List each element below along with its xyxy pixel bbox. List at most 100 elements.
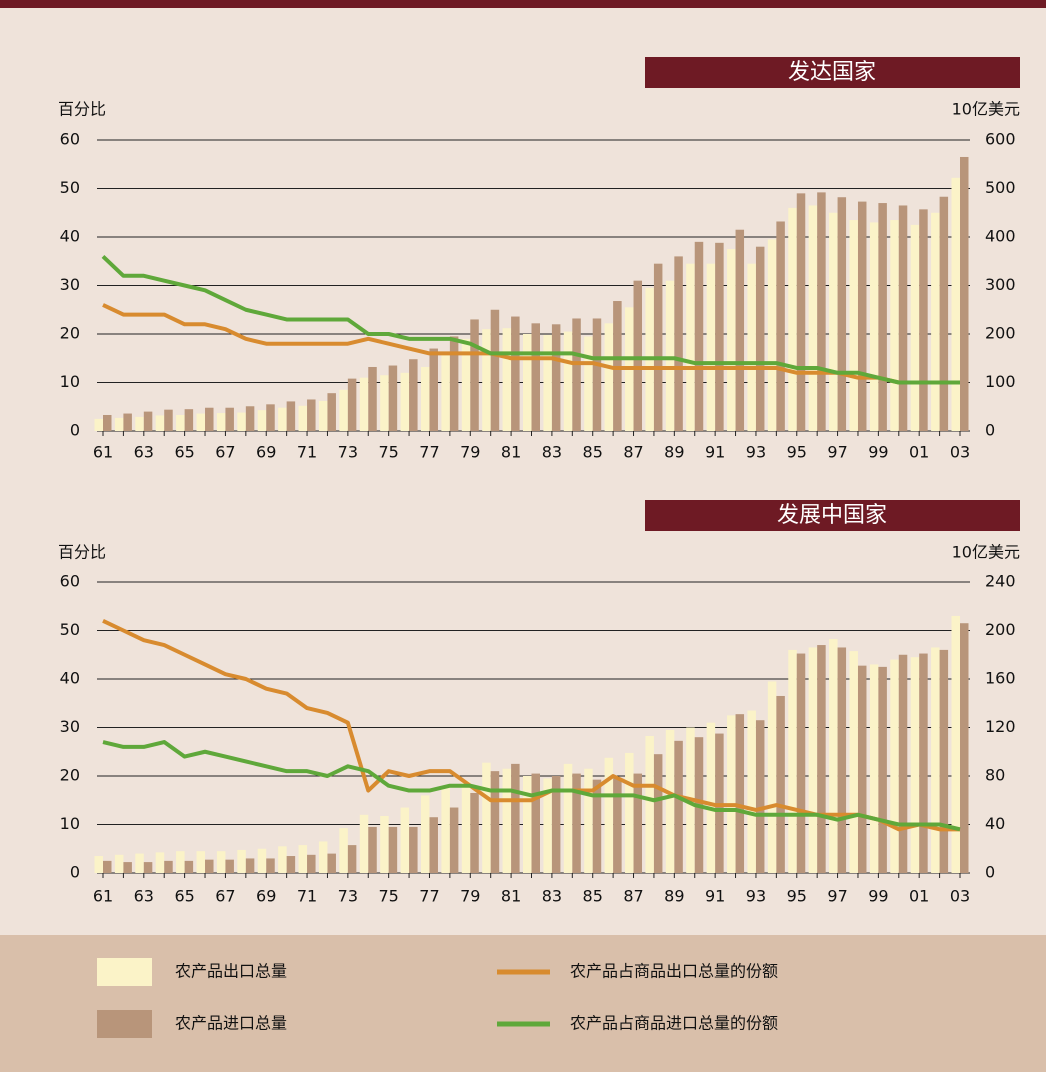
bar bbox=[347, 845, 357, 873]
bar bbox=[523, 776, 532, 873]
bar bbox=[633, 773, 643, 873]
bar bbox=[939, 649, 949, 873]
bar bbox=[919, 209, 928, 431]
legend-swatch bbox=[97, 958, 152, 986]
bar bbox=[531, 323, 540, 431]
bar bbox=[960, 156, 969, 431]
x-tick-label: 63 bbox=[134, 887, 154, 906]
bar bbox=[572, 318, 581, 431]
y-tick-label: 10 bbox=[60, 372, 80, 391]
bar bbox=[857, 201, 867, 431]
bar bbox=[135, 853, 144, 873]
bar bbox=[551, 324, 561, 431]
bar bbox=[502, 768, 512, 873]
bar bbox=[339, 828, 348, 873]
bar bbox=[123, 862, 132, 873]
bar bbox=[368, 366, 377, 431]
bar bbox=[114, 854, 124, 873]
bar bbox=[755, 720, 765, 873]
bar bbox=[796, 653, 806, 873]
x-tick-label: 61 bbox=[93, 887, 113, 906]
bar bbox=[706, 722, 716, 873]
bar bbox=[665, 280, 675, 431]
bar bbox=[184, 860, 194, 873]
bar bbox=[409, 359, 418, 431]
x-tick-label: 85 bbox=[583, 443, 603, 462]
y2-tick-label: 0 bbox=[985, 863, 995, 882]
bar bbox=[205, 859, 214, 873]
bar bbox=[368, 826, 377, 873]
y2-tick-label: 200 bbox=[985, 324, 1016, 343]
bar bbox=[470, 792, 479, 873]
bar bbox=[176, 851, 185, 873]
bar bbox=[307, 854, 316, 873]
line bbox=[101, 254, 960, 385]
y2-tick-label: 600 bbox=[985, 130, 1016, 149]
bar bbox=[817, 192, 826, 431]
x-tick-label: 87 bbox=[623, 887, 643, 906]
x-tick-label: 77 bbox=[419, 887, 439, 906]
bar bbox=[225, 859, 234, 873]
bar bbox=[890, 220, 899, 431]
bar bbox=[196, 413, 206, 431]
bar bbox=[470, 319, 479, 431]
bar bbox=[563, 763, 573, 873]
bar bbox=[388, 365, 398, 431]
bar bbox=[123, 413, 132, 431]
bar bbox=[429, 817, 438, 873]
bar bbox=[298, 845, 308, 873]
bar bbox=[849, 220, 858, 431]
bar bbox=[939, 196, 949, 431]
x-tick-label: 95 bbox=[787, 443, 807, 462]
bar bbox=[103, 860, 112, 873]
bar bbox=[543, 778, 552, 873]
bar bbox=[808, 647, 818, 873]
bar bbox=[449, 807, 459, 873]
y2-tick-label: 500 bbox=[985, 178, 1016, 197]
bar bbox=[359, 814, 369, 873]
top-band bbox=[0, 0, 1046, 8]
x-tick-label: 83 bbox=[542, 887, 562, 906]
bar bbox=[653, 263, 663, 431]
y-axis-label: 百分比 bbox=[58, 100, 106, 119]
bar bbox=[347, 378, 357, 431]
x-tick-label: 87 bbox=[623, 443, 643, 462]
y-tick-label: 20 bbox=[60, 766, 80, 785]
x-tick-label: 93 bbox=[746, 443, 766, 462]
bar bbox=[400, 372, 410, 431]
y-tick-label: 30 bbox=[60, 717, 80, 736]
x-tick-label: 69 bbox=[256, 887, 276, 906]
bar bbox=[225, 407, 234, 431]
x-tick-label: 75 bbox=[378, 887, 398, 906]
x-tick-label: 79 bbox=[460, 887, 480, 906]
bar bbox=[951, 615, 960, 873]
bar bbox=[747, 263, 756, 431]
x-tick-label: 03 bbox=[950, 887, 970, 906]
x-tick-label: 99 bbox=[868, 887, 888, 906]
bar bbox=[490, 309, 500, 431]
x-tick-label: 61 bbox=[93, 443, 113, 462]
bar bbox=[155, 415, 165, 431]
bar bbox=[727, 715, 736, 873]
x-tick-label: 89 bbox=[664, 443, 684, 462]
bar bbox=[237, 412, 246, 431]
bar bbox=[286, 856, 296, 873]
bar bbox=[674, 740, 683, 873]
bar bbox=[788, 207, 797, 431]
legend-label: 农产品占商品进口总量的份额 bbox=[570, 1014, 778, 1033]
bar bbox=[339, 389, 348, 431]
bar bbox=[237, 849, 246, 873]
x-tick-label: 81 bbox=[501, 887, 521, 906]
y-tick-label: 10 bbox=[60, 814, 80, 833]
bar bbox=[196, 851, 206, 873]
bar bbox=[910, 657, 920, 873]
y2-tick-label: 80 bbox=[985, 766, 1005, 785]
bar bbox=[523, 334, 532, 431]
bar bbox=[829, 638, 838, 873]
x-tick-label: 73 bbox=[338, 887, 358, 906]
panel-title: 发展中国家 bbox=[777, 503, 887, 528]
y2-tick-label: 100 bbox=[985, 372, 1016, 391]
panel-title: 发达国家 bbox=[788, 60, 876, 85]
bar bbox=[694, 241, 704, 431]
bar bbox=[441, 353, 450, 431]
